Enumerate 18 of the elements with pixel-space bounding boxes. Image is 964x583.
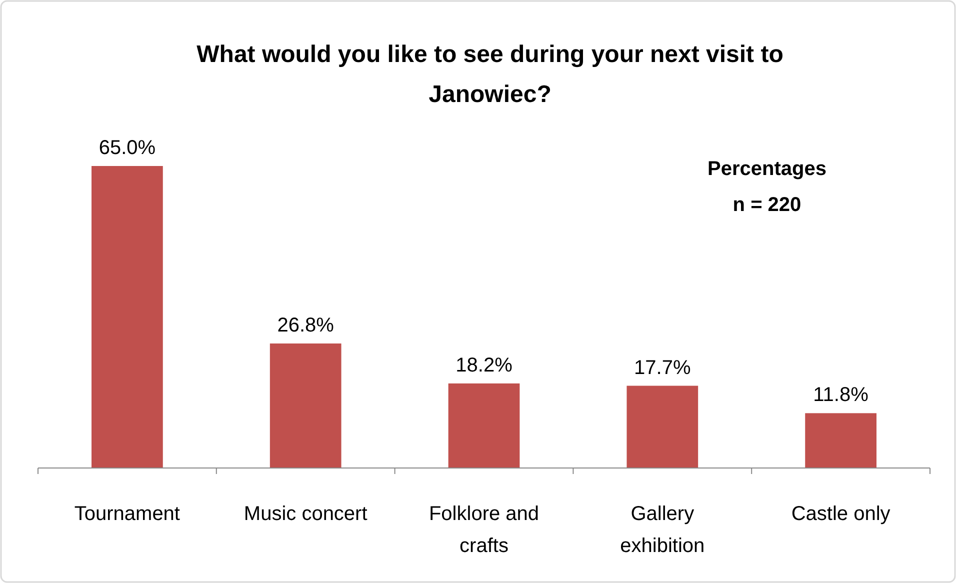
x-tick-label: Tournament [74,503,180,525]
bar [448,383,520,468]
annotation: Percentages [708,158,826,180]
annotation: n = 220 [732,194,802,216]
data-label: 26.8% [277,314,334,336]
data-label: 17.7% [634,356,691,379]
x-tick-label: Folklore and crafts [428,503,540,557]
data-label: 18.2% [456,354,513,376]
data-label: 11.8% [813,384,869,406]
data-label: 65.0% [98,137,156,159]
bar [92,166,163,468]
x-tick-label: Castle only [791,503,890,525]
x-tick-label: Music concert [244,503,368,525]
bar [805,413,876,468]
chart-title: What would you like to see during your next visit to Janowiec? [196,41,784,108]
x-tick-label: Gallery exhibition [620,503,705,557]
bar [270,343,342,468]
bar [626,386,698,468]
